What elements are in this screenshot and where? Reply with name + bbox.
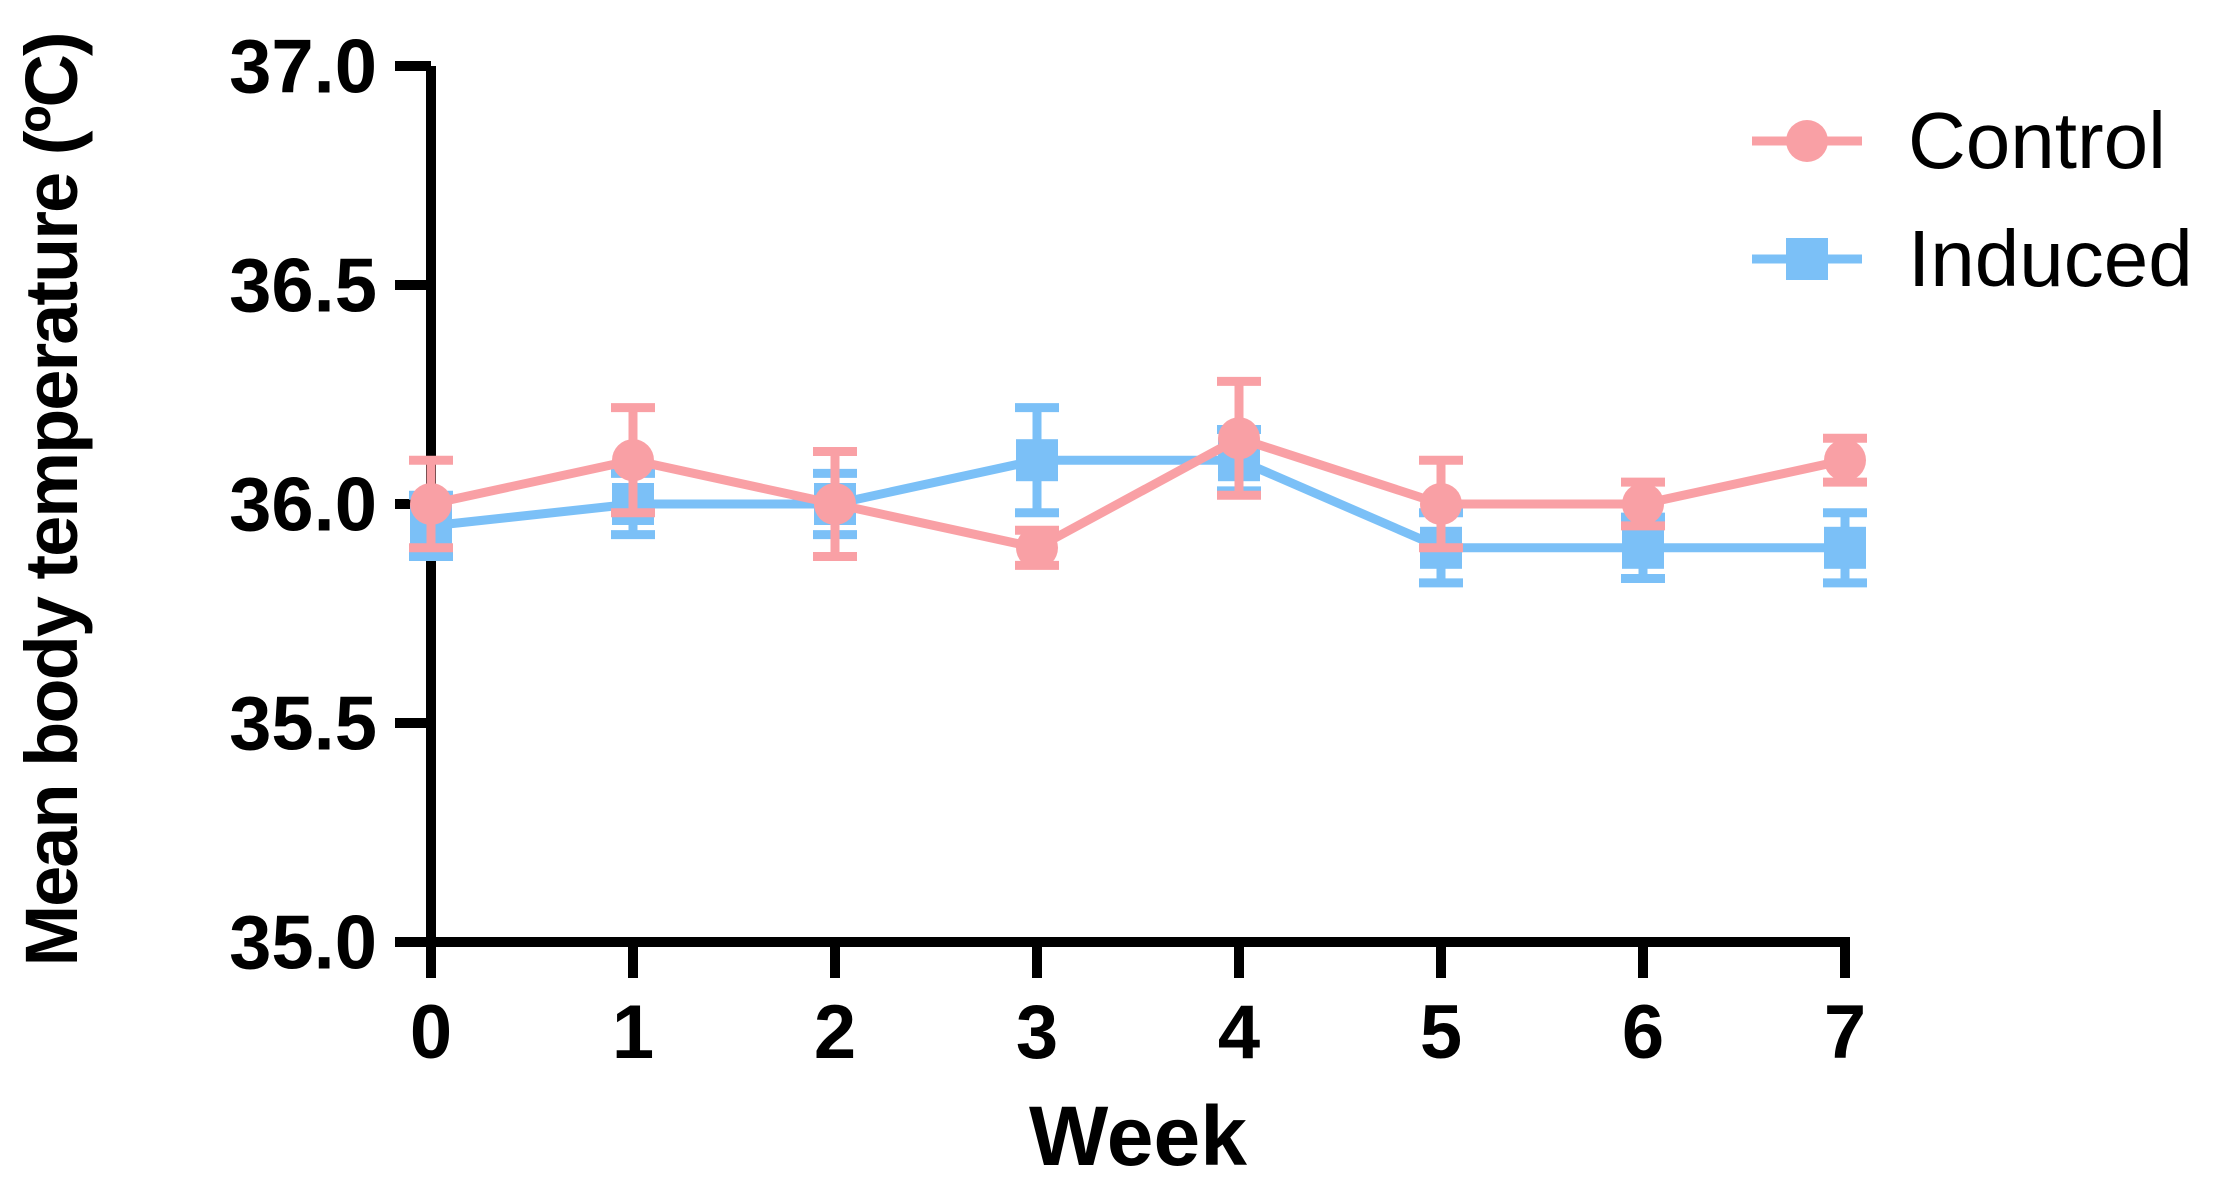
legend-item-induced: Induced xyxy=(1752,208,2193,310)
y-tick-label: 36.0 xyxy=(229,463,377,548)
x-tick-label: 4 xyxy=(1218,990,1260,1075)
y-axis-title: Mean body temperature (ºC) xyxy=(10,33,93,967)
legend: Control Induced xyxy=(1752,90,2193,310)
x-tick-label: 2 xyxy=(814,990,856,1075)
x-tick-label: 6 xyxy=(1622,990,1664,1075)
legend-label-control: Control xyxy=(1908,96,2166,185)
y-tick-label: 36.5 xyxy=(229,244,377,329)
y-tick-label: 35.0 xyxy=(229,901,377,986)
x-tick-label: 1 xyxy=(612,990,654,1075)
control-circle-marker-icon xyxy=(1752,120,1862,162)
x-tick-label: 7 xyxy=(1824,990,1866,1075)
legend-label-induced: Induced xyxy=(1908,214,2193,303)
legend-item-control: Control xyxy=(1752,90,2193,192)
y-tick-label: 37.0 xyxy=(229,25,377,110)
induced-square-marker-icon xyxy=(1752,238,1862,280)
x-tick-label: 0 xyxy=(410,990,452,1075)
x-axis-title: Week xyxy=(1029,1089,1247,1183)
y-tick-label: 35.5 xyxy=(229,682,377,767)
x-tick-label: 5 xyxy=(1420,990,1462,1075)
x-tick-label: 3 xyxy=(1016,990,1058,1075)
series-control xyxy=(409,376,1867,570)
